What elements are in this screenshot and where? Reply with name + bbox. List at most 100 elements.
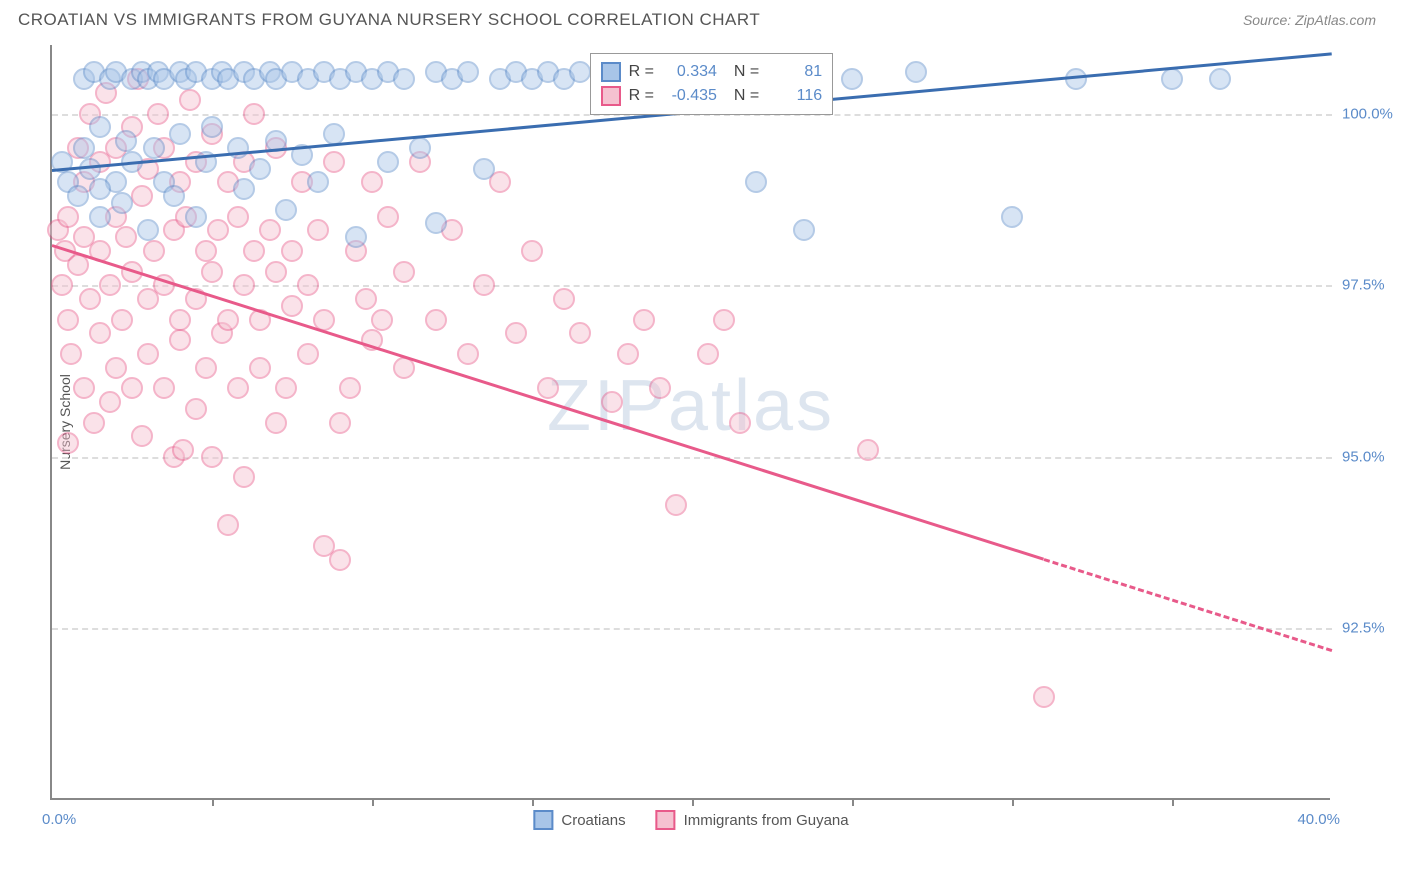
scatter-point (57, 309, 79, 331)
scatter-point (243, 103, 265, 125)
trend-line (1044, 558, 1333, 652)
scatter-point (185, 398, 207, 420)
scatter-point (169, 123, 191, 145)
scatter-point (179, 89, 201, 111)
scatter-point (201, 116, 223, 138)
x-tick (212, 798, 214, 806)
scatter-point (713, 309, 735, 331)
scatter-point (841, 68, 863, 90)
scatter-point (633, 309, 655, 331)
legend-swatch (601, 86, 621, 106)
scatter-point (297, 343, 319, 365)
scatter-point (79, 288, 101, 310)
scatter-point (207, 219, 229, 241)
scatter-point (249, 158, 271, 180)
scatter-point (143, 240, 165, 262)
scatter-point (329, 549, 351, 571)
chart-title: CROATIAN VS IMMIGRANTS FROM GUYANA NURSE… (18, 10, 760, 30)
scatter-point (169, 309, 191, 331)
scatter-point (233, 466, 255, 488)
scatter-point (105, 357, 127, 379)
scatter-point (111, 192, 133, 214)
scatter-point (275, 199, 297, 221)
scatter-point (131, 425, 153, 447)
x-tick (1172, 798, 1174, 806)
scatter-point (67, 185, 89, 207)
scatter-point (233, 178, 255, 200)
scatter-point (329, 412, 351, 434)
scatter-point (1161, 68, 1183, 90)
scatter-point (297, 274, 319, 296)
legend-r-value: -0.435 (662, 87, 717, 105)
legend-swatch (533, 810, 553, 830)
scatter-point (265, 412, 287, 434)
scatter-point (111, 309, 133, 331)
legend-item: Croatians (533, 810, 625, 830)
scatter-point (665, 494, 687, 516)
legend-row: R =-0.435 N =116 (601, 84, 823, 108)
scatter-point (99, 391, 121, 413)
scatter-point (345, 226, 367, 248)
scatter-point (115, 130, 137, 152)
scatter-point (185, 206, 207, 228)
scatter-point (617, 343, 639, 365)
legend-r-label: R = (629, 87, 654, 105)
correlation-legend: R =0.334 N =81R =-0.435 N =116 (590, 53, 834, 115)
scatter-point (137, 343, 159, 365)
legend-swatch (656, 810, 676, 830)
scatter-point (83, 412, 105, 434)
scatter-point (89, 206, 111, 228)
scatter-point (393, 68, 415, 90)
y-tick-label: 100.0% (1342, 105, 1393, 122)
scatter-point (649, 377, 671, 399)
legend-r-label: R = (629, 63, 654, 81)
watermark: ZIPatlas (547, 365, 835, 447)
scatter-point (163, 185, 185, 207)
scatter-point (169, 329, 191, 351)
scatter-point (201, 261, 223, 283)
scatter-point (243, 240, 265, 262)
scatter-point (89, 116, 111, 138)
scatter-point (505, 322, 527, 344)
x-axis-min-label: 0.0% (42, 811, 76, 828)
scatter-point (393, 261, 415, 283)
scatter-point (371, 309, 393, 331)
scatter-point (473, 274, 495, 296)
scatter-point (227, 206, 249, 228)
scatter-point (473, 158, 495, 180)
legend-label: Immigrants from Guyana (684, 812, 849, 829)
scatter-point (259, 219, 281, 241)
y-axis-title: Nursery School (57, 374, 73, 470)
scatter-point (281, 240, 303, 262)
scatter-point (745, 171, 767, 193)
scatter-point (281, 295, 303, 317)
source-label: Source: ZipAtlas.com (1243, 12, 1376, 28)
scatter-point (217, 514, 239, 536)
scatter-point (307, 171, 329, 193)
scatter-point (355, 288, 377, 310)
chart-container: ZIPatlas Nursery School 0.0% 40.0% 92.5%… (50, 45, 1380, 825)
legend-item: Immigrants from Guyana (656, 810, 849, 830)
scatter-point (195, 357, 217, 379)
grid-line (52, 628, 1332, 630)
scatter-point (377, 206, 399, 228)
legend-r-value: 0.334 (662, 63, 717, 81)
x-tick (532, 798, 534, 806)
y-tick-label: 92.5% (1342, 620, 1385, 637)
scatter-point (857, 439, 879, 461)
scatter-point (147, 103, 169, 125)
scatter-point (233, 274, 255, 296)
scatter-point (227, 377, 249, 399)
scatter-point (121, 377, 143, 399)
legend-swatch (601, 62, 621, 82)
scatter-point (697, 343, 719, 365)
x-tick (1012, 798, 1014, 806)
grid-line (52, 457, 1332, 459)
scatter-point (425, 212, 447, 234)
scatter-point (307, 219, 329, 241)
x-tick (852, 798, 854, 806)
scatter-point (793, 219, 815, 241)
scatter-point (115, 226, 137, 248)
scatter-point (457, 61, 479, 83)
scatter-point (265, 261, 287, 283)
